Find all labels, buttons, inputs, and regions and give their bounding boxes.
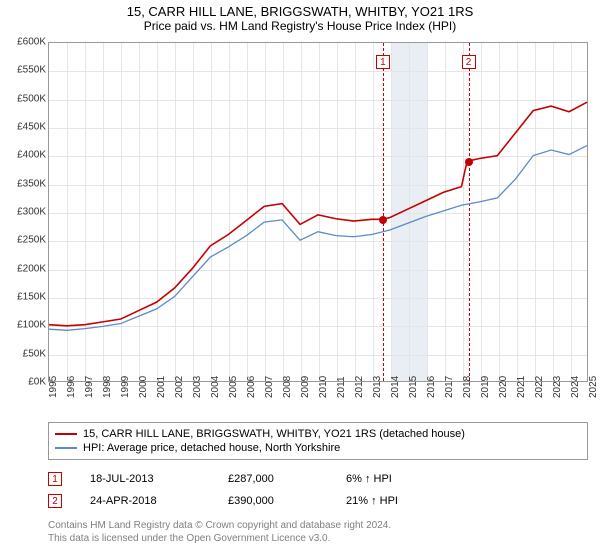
footer-line-2: This data is licensed under the Open Gov… [48,533,588,546]
y-axis-tick-label: £300K [2,207,46,218]
y-axis-tick-label: £150K [2,292,46,303]
legend-item: 15, CARR HILL LANE, BRIGGSWATH, WHITBY, … [55,427,581,441]
y-axis-tick-label: £200K [2,263,46,274]
callout-row: 2 24-APR-2018 £390,000 21% ↑ HPI [48,490,588,512]
x-axis-tick-label: 2011 [336,376,347,398]
x-axis-tick-label: 2018 [462,376,473,398]
y-axis-tick-label: £50K [2,348,46,359]
callout-pct: 6% ↑ HPI [346,473,392,485]
x-axis-tick-label: 2004 [210,376,221,398]
x-axis-tick-label: 2025 [588,376,599,398]
callout-price: £287,000 [228,473,318,485]
x-axis-tick-label: 2000 [138,376,149,398]
callout-number-badge: 1 [48,472,62,486]
footer-line-1: Contains HM Land Registry data © Crown c… [48,520,588,533]
y-axis-tick-label: £450K [2,122,46,133]
x-axis-tick-label: 2020 [498,376,509,398]
chart-point-marker [465,158,473,166]
y-axis-tick-label: £500K [2,93,46,104]
x-axis-tick-label: 2019 [480,376,491,398]
chart-subtitle: Price paid vs. HM Land Registry's House … [0,19,600,37]
x-axis-tick-label: 2024 [570,376,581,398]
x-axis-tick-label: 2022 [534,376,545,398]
callouts-table: 1 18-JUL-2013 £287,000 6% ↑ HPI 2 24-APR-2018… [48,468,588,512]
x-axis-tick-label: 2014 [390,376,401,398]
x-axis-tick-label: 2003 [192,376,203,398]
series-hpi [49,146,587,331]
chart-legend: 15, CARR HILL LANE, BRIGGSWATH, WHITBY, … [48,422,588,460]
legend-item: HPI: Average price, detached house, Nort… [55,441,581,455]
chart-callout-marker: 1 [376,55,390,69]
legend-label: HPI: Average price, detached house, Nort… [83,442,340,454]
x-axis-tick-label: 2005 [228,376,239,398]
x-axis-tick-label: 2002 [174,376,185,398]
x-axis-tick-label: 2013 [372,376,383,398]
x-axis-tick-label: 2001 [156,376,167,398]
callout-row: 1 18-JUL-2013 £287,000 6% ↑ HPI [48,468,588,490]
legend-swatch [55,433,77,435]
x-axis-tick-label: 2015 [408,376,419,398]
y-axis-tick-label: £100K [2,320,46,331]
callout-date: 18-JUL-2013 [90,473,200,485]
callout-number-badge: 2 [48,494,62,508]
chart-title: 15, CARR HILL LANE, BRIGGSWATH, WHITBY, … [0,0,600,19]
series-price_paid [49,102,587,326]
chart-footer: Contains HM Land Registry data © Crown c… [48,520,588,545]
x-axis-tick-label: 1997 [84,376,95,398]
x-axis-tick-label: 2016 [426,376,437,398]
x-axis-tick-label: 2007 [264,376,275,398]
callout-price: £390,000 [228,495,318,507]
x-axis-tick-label: 2009 [300,376,311,398]
x-axis-tick-label: 1998 [102,376,113,398]
callout-pct: 21% ↑ HPI [346,495,398,507]
y-axis-tick-label: £250K [2,235,46,246]
y-axis-tick-label: £550K [2,65,46,76]
legend-swatch [55,447,77,449]
chart-plot-area: 12 [48,42,588,382]
x-axis-tick-label: 2012 [354,376,365,398]
chart-series-svg [49,43,587,381]
x-axis-tick-label: 2008 [282,376,293,398]
x-axis-tick-label: 2017 [444,376,455,398]
legend-label: 15, CARR HILL LANE, BRIGGSWATH, WHITBY, … [83,428,465,440]
chart-callout-marker: 2 [462,55,476,69]
y-axis-tick-label: £400K [2,150,46,161]
x-axis-tick-label: 1995 [48,376,59,398]
x-axis-tick-label: 1996 [66,376,77,398]
y-axis-tick-label: £0K [2,377,46,388]
x-axis-tick-label: 2006 [246,376,257,398]
x-axis-tick-label: 2021 [516,376,527,398]
x-axis-tick-label: 2023 [552,376,563,398]
x-axis-tick-label: 2010 [318,376,329,398]
callout-date: 24-APR-2018 [90,495,200,507]
y-axis-tick-label: £600K [2,37,46,48]
y-axis-tick-label: £350K [2,178,46,189]
x-axis-tick-label: 1999 [120,376,131,398]
chart-point-marker [379,216,387,224]
